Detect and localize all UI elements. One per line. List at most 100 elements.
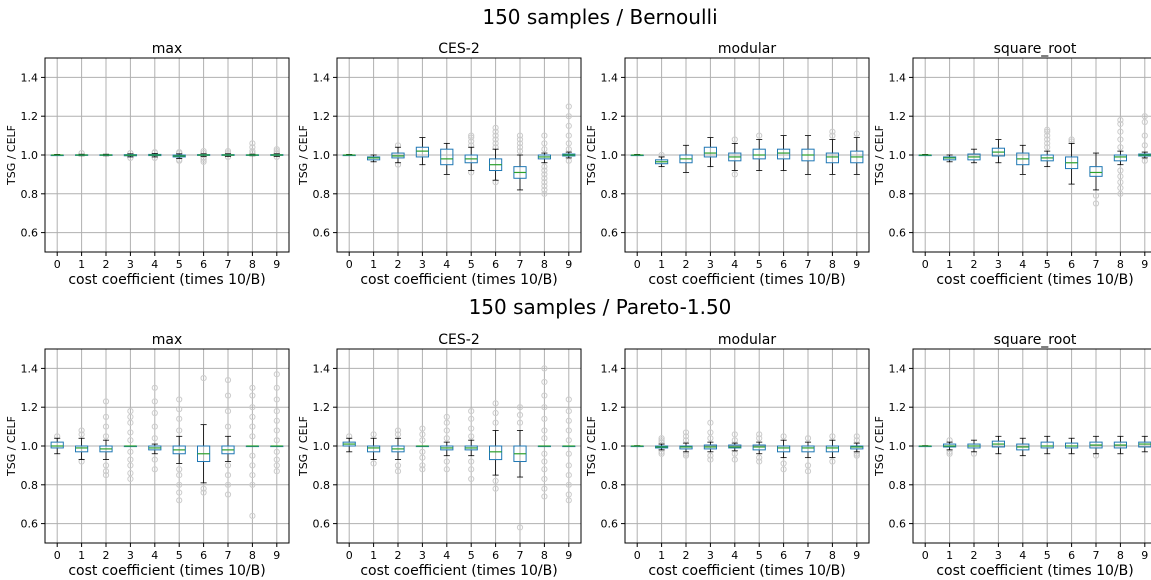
y-tick-label: 0.8 bbox=[601, 188, 619, 201]
x-axis-label: cost coefficient (times 10/B) bbox=[648, 272, 845, 288]
box-2 bbox=[100, 154, 112, 156]
x-tick-label: 3 bbox=[419, 258, 426, 271]
y-tick-label: 0.6 bbox=[313, 227, 331, 240]
x-tick-label: 5 bbox=[468, 549, 475, 562]
x-tick-label: 2 bbox=[103, 549, 110, 562]
x-tick-label: 9 bbox=[1141, 258, 1148, 271]
y-tick-label: 1.0 bbox=[313, 149, 331, 162]
x-tick-label: 4 bbox=[151, 258, 158, 271]
x-tick-label: 8 bbox=[249, 549, 256, 562]
y-tick-label: 1.4 bbox=[889, 362, 907, 375]
x-tick-label: 1 bbox=[370, 258, 377, 271]
panel-pareto-max: 0.60.81.01.21.40 1 2 3 4 5 6 7 8 9maxcost coeffic… bbox=[5, 332, 289, 579]
x-tick-label: 5 bbox=[468, 258, 475, 271]
x-tick-label: 9 bbox=[1141, 549, 1148, 562]
panel-title: modular bbox=[718, 41, 776, 57]
x-tick-label: 6 bbox=[780, 258, 787, 271]
y-tick-label: 1.2 bbox=[21, 110, 39, 123]
x-tick-label: 7 bbox=[805, 549, 812, 562]
x-tick-label: 9 bbox=[273, 258, 280, 271]
y-tick-label: 1.4 bbox=[889, 71, 907, 84]
x-tick-label: 7 bbox=[517, 549, 524, 562]
y-tick-label: 0.8 bbox=[889, 479, 907, 492]
x-axis-label: cost coefficient (times 10/B) bbox=[68, 272, 265, 288]
y-axis-label: TSG / CELF bbox=[297, 416, 310, 477]
x-tick-label: 0 bbox=[922, 549, 929, 562]
x-tick-label: 7 bbox=[517, 258, 524, 271]
x-tick-label: 7 bbox=[225, 549, 232, 562]
y-tick-label: 1.0 bbox=[601, 149, 619, 162]
box-0 bbox=[919, 154, 931, 155]
panel-bernoulli-ces-2: 0.6 0.8 1.0 1.2 1.4 0 1 2 3 4 5 6 7 8 9 CES-2 cost coeff… bbox=[297, 41, 581, 288]
y-axis-label: TSG / CELF bbox=[297, 125, 310, 186]
x-tick-label: 3 bbox=[995, 258, 1002, 271]
x-tick-label: 1 bbox=[658, 549, 665, 562]
x-tick-label: 8 bbox=[249, 258, 256, 271]
y-tick-label: 1.4 bbox=[313, 362, 331, 375]
x-tick-label: 1 bbox=[658, 258, 665, 271]
x-tick-label: 2 bbox=[971, 549, 978, 562]
y-tick-label: 0.8 bbox=[21, 479, 39, 492]
x-tick-label: 7 bbox=[225, 258, 232, 271]
x-tick-label: 0 bbox=[54, 549, 61, 562]
y-axis-label: TSG / CELF bbox=[5, 416, 18, 477]
panel-bernoulli-modular: 0.60.81.01.21.40 1 2 3 4 5 6 7 8 9modularcost coe… bbox=[585, 41, 869, 288]
y-tick-label: 1.4 bbox=[21, 362, 39, 375]
y-tick-label: 1.4 bbox=[313, 71, 331, 84]
x-tick-label: 1 bbox=[78, 549, 85, 562]
x-tick-label: 3 bbox=[127, 549, 134, 562]
y-tick-label: 0.8 bbox=[313, 479, 331, 492]
x-tick-label: 4 bbox=[443, 258, 450, 271]
x-tick-label: 5 bbox=[176, 549, 183, 562]
x-tick-label: 2 bbox=[395, 258, 402, 271]
x-tick-label: 9 bbox=[565, 258, 572, 271]
x-tick-label: 1 bbox=[946, 549, 953, 562]
y-tick-label: 1.4 bbox=[601, 362, 619, 375]
panel-pareto-square-root: 0.60.81.01.21.40 1 2 3 4 5 6 7 8 9square_rootcost… bbox=[873, 332, 1151, 579]
x-tick-label: 6 bbox=[200, 258, 207, 271]
x-tick-label: 0 bbox=[634, 549, 641, 562]
y-tick-label: 1.2 bbox=[313, 110, 331, 123]
x-tick-label: 4 bbox=[151, 549, 158, 562]
y-tick-label: 1.2 bbox=[313, 401, 331, 414]
box-0 bbox=[51, 154, 63, 155]
x-tick-label: 5 bbox=[756, 549, 763, 562]
panel-title: square_root bbox=[994, 41, 1077, 57]
x-tick-label: 5 bbox=[1044, 549, 1051, 562]
y-tick-label: 0.6 bbox=[601, 227, 619, 240]
x-tick-label: 7 bbox=[805, 258, 812, 271]
x-tick-label: 7 bbox=[1093, 258, 1100, 271]
panel-pareto-modular: 0.60.81.01.21.40 1 2 3 4 5 6 7 8 9modularcost coe… bbox=[585, 332, 869, 579]
y-tick-label: 0.6 bbox=[21, 227, 39, 240]
x-tick-label: 7 bbox=[1093, 549, 1100, 562]
x-tick-label: 4 bbox=[731, 258, 738, 271]
y-tick-label: 0.6 bbox=[601, 518, 619, 531]
row-title-bernoulli: 150 samples / Bernoulli bbox=[482, 5, 717, 29]
x-tick-label: 4 bbox=[731, 549, 738, 562]
x-tick-label: 4 bbox=[443, 549, 450, 562]
y-tick-label: 1.2 bbox=[601, 110, 619, 123]
x-tick-label: 8 bbox=[1117, 549, 1124, 562]
x-axis-label: cost coefficient (times 10/B) bbox=[360, 272, 557, 288]
y-tick-label: 1.0 bbox=[601, 440, 619, 453]
y-tick-label: 1.4 bbox=[21, 71, 39, 84]
x-axis-label: cost coefficient (times 10/B) bbox=[936, 563, 1133, 579]
y-tick-label: 0.6 bbox=[889, 227, 907, 240]
x-axis-label: cost coefficient (times 10/B) bbox=[936, 272, 1133, 288]
x-tick-label: 0 bbox=[922, 258, 929, 271]
x-tick-label: 6 bbox=[780, 549, 787, 562]
y-tick-label: 0.8 bbox=[313, 188, 331, 201]
panel-title: CES-2 bbox=[438, 332, 479, 348]
y-tick-label: 1.0 bbox=[21, 440, 39, 453]
y-axis-label: TSG / CELF bbox=[585, 416, 598, 477]
x-tick-label: 6 bbox=[200, 549, 207, 562]
x-tick-label: 9 bbox=[853, 258, 860, 271]
row-title-pareto: 150 samples / Pareto-1.50 bbox=[469, 295, 732, 319]
x-tick-label: 2 bbox=[395, 549, 402, 562]
x-tick-label: 4 bbox=[1019, 258, 1026, 271]
x-tick-label: 0 bbox=[346, 258, 353, 271]
y-tick-label: 0.6 bbox=[21, 518, 39, 531]
y-axis-label: TSG / CELF bbox=[873, 416, 886, 477]
x-tick-label: 0 bbox=[634, 258, 641, 271]
y-tick-label: 1.2 bbox=[889, 401, 907, 414]
